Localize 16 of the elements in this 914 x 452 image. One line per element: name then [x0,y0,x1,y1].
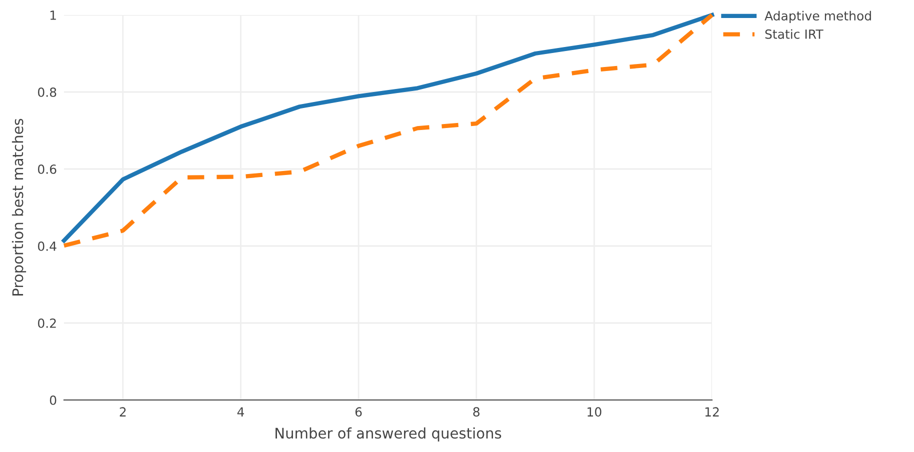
y-tick-label: 0.6 [38,164,56,174]
y-tick-label: 0.2 [38,318,56,328]
x-axis-title: Number of answered questions [276,427,502,442]
x-tick-label: 4 [237,407,244,416]
x-tick-label: 8 [473,407,480,417]
legend-label: Static IRT [765,29,824,39]
y-tick-label: 0.8 [38,87,56,97]
y-tick-label: 1 [50,10,56,20]
legend-label: Adaptive method [764,10,871,23]
y-axis-title: Proportion best matches [12,118,26,296]
y-tick-label: 0 [50,395,56,405]
x-tick-label: 12 [705,407,719,416]
y-tick-label: 0.4 [38,241,56,251]
x-tick-label: 6 [355,407,362,417]
x-tick-label: 10 [588,407,602,417]
x-tick-label: 2 [120,407,126,416]
